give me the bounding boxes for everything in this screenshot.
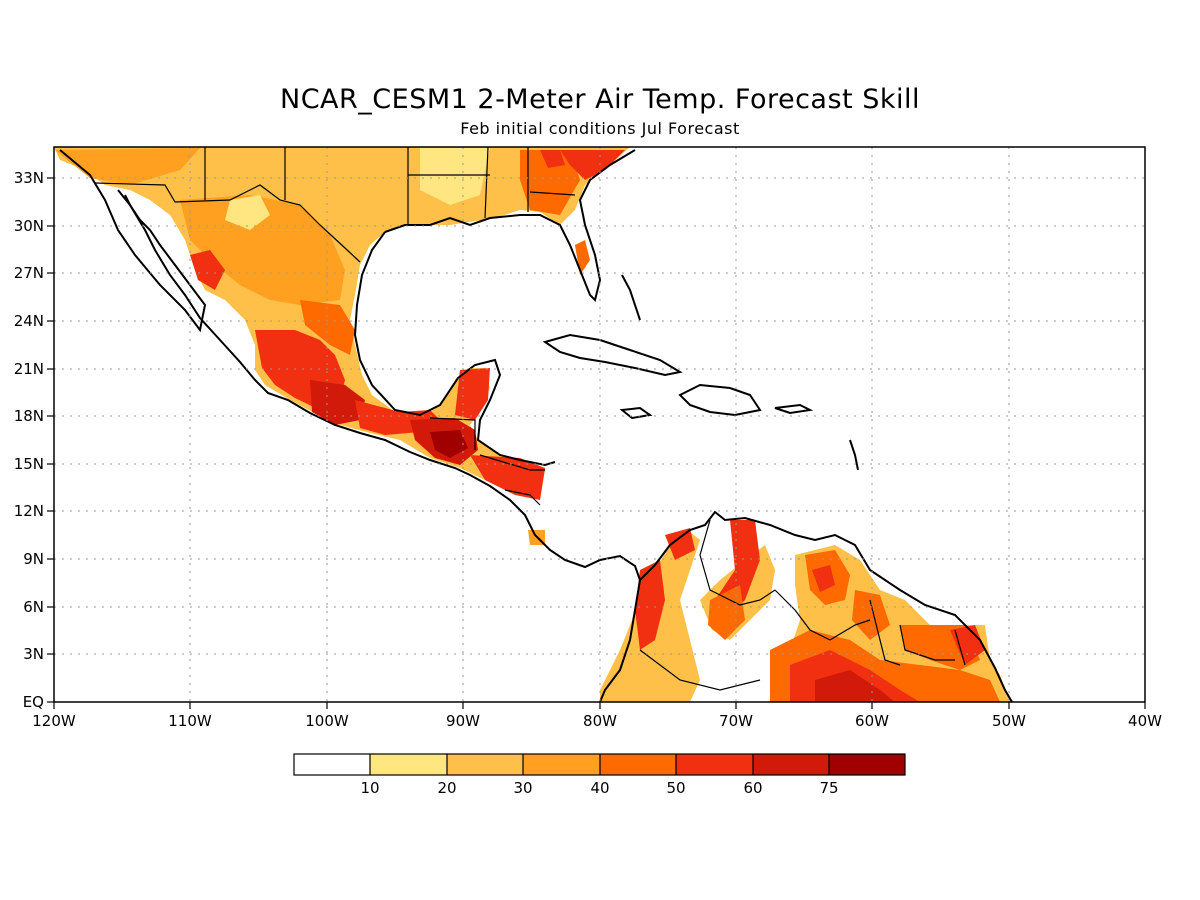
colorbar-label: 40 <box>590 779 609 797</box>
lon-label: 50W <box>992 712 1026 730</box>
grid-lines <box>54 147 1145 702</box>
map-subtitle: Feb initial conditions Jul Forecast <box>460 119 740 138</box>
colorbar-swatch <box>294 754 370 775</box>
lat-label: 9N <box>23 550 44 568</box>
lat-label: 24N <box>14 312 44 330</box>
lat-label: 3N <box>23 645 44 663</box>
lon-label: 80W <box>583 712 617 730</box>
colorbar-swatch <box>600 754 676 775</box>
lon-label: 110W <box>168 712 212 730</box>
colorbar-swatch <box>523 754 600 775</box>
lat-label: EQ <box>23 693 44 711</box>
colorbar-label: 30 <box>513 779 532 797</box>
lon-label: 70W <box>719 712 753 730</box>
lat-label: 15N <box>14 455 44 473</box>
colorbar-swatch <box>753 754 829 775</box>
lon-label: 60W <box>855 712 889 730</box>
lat-label: 30N <box>14 217 44 235</box>
map-title: NCAR_CESM1 2-Meter Air Temp. Forecast Sk… <box>280 84 920 115</box>
colorbar-swatch <box>447 754 523 775</box>
colorbar-label: 20 <box>437 779 456 797</box>
lon-label: 100W <box>305 712 349 730</box>
lon-label: 40W <box>1128 712 1162 730</box>
lat-label: 6N <box>23 598 44 616</box>
colorbar-swatch <box>370 754 447 775</box>
lat-label: 21N <box>14 360 44 378</box>
lon-label: 120W <box>32 712 76 730</box>
colorbar-label: 60 <box>743 779 762 797</box>
lon-label: 90W <box>446 712 480 730</box>
coastlines <box>59 149 1013 702</box>
colorbar-label: 10 <box>360 779 379 797</box>
lat-label: 33N <box>14 169 44 187</box>
latitude-labels: EQ 3N 6N 9N 12N 15N 18N 21N 24N 27N 30N … <box>14 169 44 711</box>
colorbar-label: 50 <box>666 779 685 797</box>
colorbar-swatch <box>676 754 753 775</box>
colorbar: 10 20 30 40 50 60 75 <box>293 753 906 797</box>
lat-label: 18N <box>14 407 44 425</box>
longitude-labels: 120W 110W 100W 90W 80W 70W 60W 50W 40W <box>32 712 1162 730</box>
colorbar-label: 75 <box>819 779 838 797</box>
lat-label: 27N <box>14 264 44 282</box>
lat-label: 12N <box>14 502 44 520</box>
tick-marks <box>47 177 1146 709</box>
skill-field <box>54 147 1010 702</box>
colorbar-swatch <box>829 754 905 775</box>
